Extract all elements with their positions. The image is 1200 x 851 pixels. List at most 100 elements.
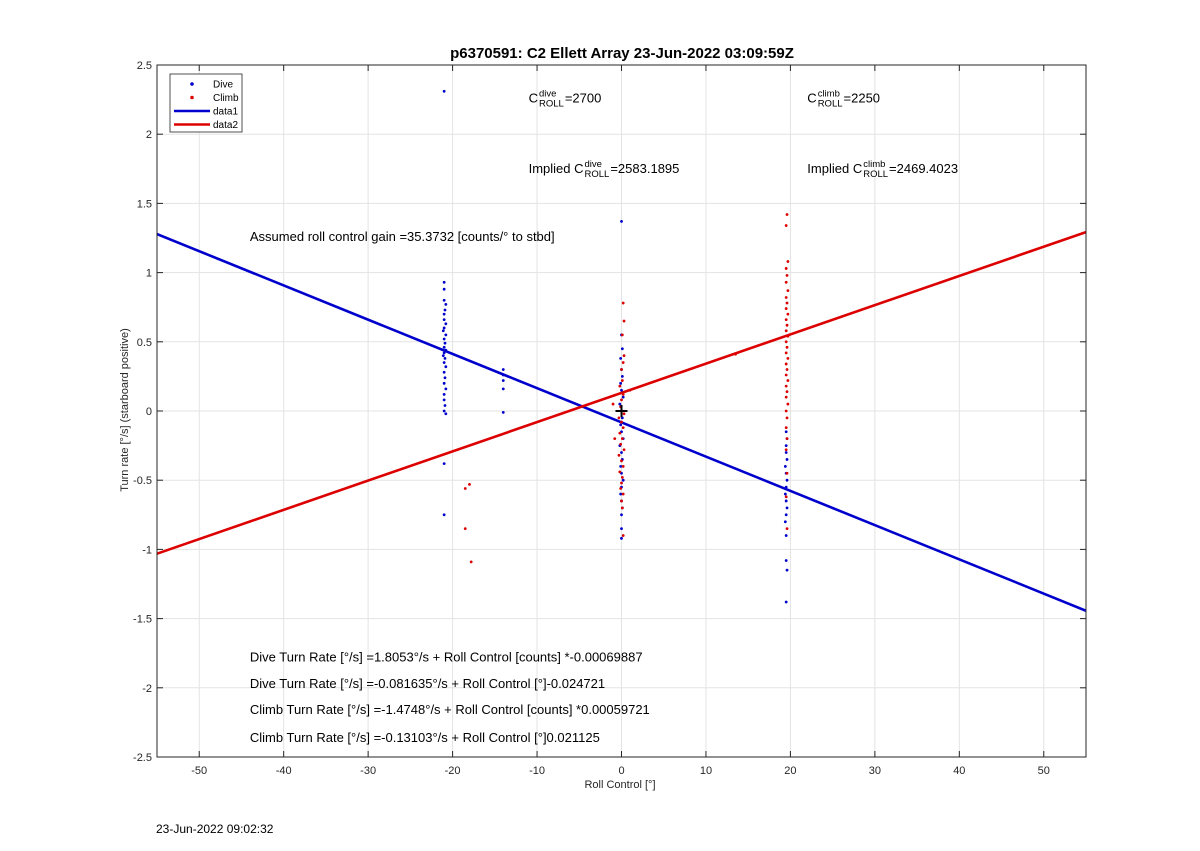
data-point-dive: [443, 376, 447, 380]
annotation-value: =2250: [844, 90, 881, 105]
annotation-prefix: C: [807, 90, 816, 105]
data-point-climb: [784, 384, 788, 388]
x-axis-label: Roll Control [°]: [584, 779, 655, 791]
data-point-climb: [620, 459, 623, 463]
data-point-dive: [442, 361, 446, 364]
data-point-dive: [444, 333, 448, 337]
annotation-subscript: ROLL: [585, 169, 610, 180]
data-point-climb: [786, 334, 790, 338]
data-point-dive: [441, 329, 445, 333]
data-point-dive: [620, 347, 624, 351]
annotation-value: =2700: [565, 90, 602, 105]
data-point-dive: [784, 559, 788, 562]
data-point-climb: [786, 289, 790, 292]
data-point-dive: [442, 513, 446, 517]
data-point-climb: [621, 301, 625, 305]
annotation-value: =2583.1895: [610, 161, 679, 176]
data-point-climb: [785, 368, 789, 371]
data-point-dive: [785, 458, 789, 461]
data-point-dive: [444, 412, 448, 416]
legend: Dive Climb data1 data2: [169, 73, 243, 133]
legend-marker-dive: [190, 82, 194, 86]
y-tick-label: -0.5: [133, 475, 152, 487]
data-point-dive: [441, 354, 445, 358]
data-point-dive: [501, 410, 505, 414]
data-point-climb: [619, 487, 623, 490]
data-point-dive: [444, 365, 448, 369]
data-point-dive: [501, 387, 505, 391]
data-point-dive: [442, 312, 446, 316]
data-point-climb: [785, 345, 789, 349]
data-point-climb: [786, 312, 790, 316]
annotation-text: Climb Turn Rate [°/s] =-1.4748°/s + Roll…: [250, 702, 650, 717]
y-tick-label: 2.5: [137, 60, 152, 72]
data-point-dive: [620, 416, 624, 420]
data-point-climb: [621, 464, 625, 468]
data-point-dive: [444, 322, 448, 326]
data-point-dive: [785, 478, 789, 482]
data-point-climb: [619, 442, 623, 446]
data-point-climb: [784, 318, 788, 322]
data-point-climb: [785, 390, 789, 394]
fit-line-data2: [157, 230, 1086, 555]
x-tick-label: 30: [869, 765, 881, 777]
data-point-dive: [444, 387, 448, 391]
data-point-dive: [443, 357, 447, 360]
data-point-climb: [784, 224, 788, 227]
data-point-dive: [620, 527, 623, 531]
data-point-dive: [443, 308, 447, 312]
y-tick-label: 0.5: [137, 337, 152, 349]
y-tick-label: 1: [146, 268, 152, 280]
data-point-dive: [619, 381, 623, 385]
data-point-climb: [784, 373, 788, 377]
data-point-dive: [620, 388, 623, 392]
data-point-dive: [442, 409, 446, 413]
legend-label: data2: [213, 120, 238, 131]
y-tick-label: -1: [142, 544, 152, 556]
data-point-dive: [442, 89, 446, 93]
data-point-dive: [620, 451, 623, 454]
x-tick-label: -40: [276, 765, 292, 777]
plot-area: [157, 89, 1086, 612]
data-point-climb: [784, 395, 788, 399]
data-point-climb: [784, 340, 788, 344]
x-tick-label: -20: [445, 765, 461, 777]
data-point-dive: [442, 337, 446, 341]
data-point-climb: [617, 416, 621, 420]
legend-box: [169, 73, 243, 133]
data-point-climb: [620, 368, 623, 371]
data-point-dive: [442, 462, 446, 465]
data-point-dive: [784, 485, 788, 489]
x-tick-label: -30: [360, 765, 376, 777]
data-point-dive: [618, 402, 622, 406]
data-point-dive: [443, 341, 447, 345]
y-axis-label: Turn rate [°/s] (starboard positive): [119, 328, 131, 492]
data-point-dive: [442, 326, 446, 330]
data-point-climb: [618, 384, 622, 388]
annotation-subscript: ROLL: [539, 98, 564, 109]
annotation-value: =2469.4023: [889, 161, 958, 176]
data-point-climb: [618, 431, 622, 435]
data-point-dive: [444, 348, 448, 352]
x-tick-label: 50: [1038, 765, 1050, 777]
data-point-dive: [443, 404, 447, 407]
data-point-dive: [784, 600, 788, 604]
data-point-dive: [442, 398, 446, 402]
data-point-climb: [785, 527, 789, 531]
annotation-prefix: C: [529, 90, 538, 105]
data-point-dive: [619, 464, 623, 468]
data-point-climb: [620, 476, 624, 479]
data-point-dive: [501, 373, 505, 377]
x-tick-label: 40: [953, 765, 965, 777]
legend-label: data1: [213, 107, 238, 118]
annotation-text: Assumed roll control gain =35.3732 [coun…: [250, 229, 555, 244]
data-point-climb: [784, 267, 788, 270]
y-tick-label: -2: [142, 683, 152, 695]
series-dive: [441, 89, 789, 604]
data-point-climb: [784, 351, 788, 355]
data-point-dive: [621, 478, 625, 482]
data-point-climb: [784, 495, 788, 499]
